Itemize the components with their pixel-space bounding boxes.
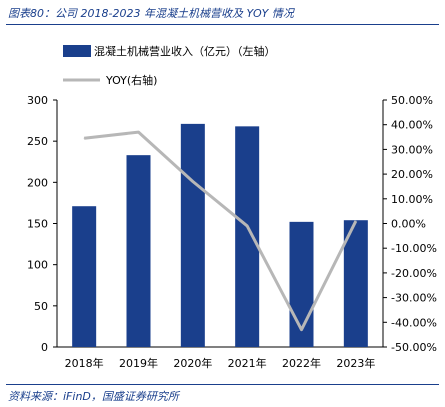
bar-2 <box>126 155 151 347</box>
bar-4 <box>235 126 260 347</box>
bar-3 <box>180 123 205 347</box>
x-tick-label: 2022年 <box>282 356 321 370</box>
x-tick-label: 2023年 <box>336 356 375 370</box>
y-left-tick-label: 50 <box>34 300 48 313</box>
legend-bar-swatch <box>63 45 91 57</box>
yoy-point-3 <box>192 181 194 183</box>
figure-title: 图表80：公司 2018-2023 年混凝土机械营收及 YOY 情况 <box>8 7 294 20</box>
y-left-tick-label: 250 <box>27 135 48 148</box>
yoy-point-6 <box>355 220 357 222</box>
bar-1 <box>72 206 97 347</box>
bar-5 <box>289 221 314 347</box>
source-note: 资料来源：iFinD，国盛证券研究所 <box>8 390 179 403</box>
y-left-tick-label: 300 <box>27 94 48 107</box>
y-right-tick-label: 30.00% <box>391 143 433 156</box>
source-rule <box>6 384 439 385</box>
x-tick-label: 2020年 <box>173 356 212 370</box>
yoy-point-4 <box>246 225 248 227</box>
y-right-tick-label: 10.00% <box>391 193 433 206</box>
y-right-tick-label: 20.00% <box>391 168 433 181</box>
title-rule <box>6 24 439 25</box>
yoy-point-1 <box>83 137 85 139</box>
y-left-tick-label: 150 <box>27 218 48 231</box>
yoy-point-2 <box>138 131 139 133</box>
y-right-tick-label: -50.00% <box>391 341 437 354</box>
y-right-tick-label: -40.00% <box>391 316 437 329</box>
y-right-tick-label: -30.00% <box>391 292 437 305</box>
x-tick-label: 2018年 <box>65 356 104 370</box>
y-right-tick-label: 40.00% <box>391 119 433 132</box>
x-tick-label: 2019年 <box>119 356 158 370</box>
y-left-tick-label: 0 <box>41 341 48 354</box>
yoy-line <box>83 130 358 332</box>
x-tick-label: 2021年 <box>228 356 267 370</box>
y-left-tick-label: 200 <box>27 176 48 189</box>
y-right-tick-label: 50.00% <box>391 94 433 107</box>
y-right-tick-label: 0.00% <box>391 218 426 231</box>
y-right-tick-label: -10.00% <box>391 242 437 255</box>
y-left-tick-label: 100 <box>27 259 48 272</box>
bar-6 <box>343 220 368 347</box>
legend-line-label: YOY(右轴) <box>105 73 157 87</box>
y-right-tick-label: -20.00% <box>391 267 437 280</box>
legend-bar-label: 混凝土机械营业收入（亿元）（左轴） <box>94 44 276 58</box>
yoy-point-5 <box>301 329 302 331</box>
